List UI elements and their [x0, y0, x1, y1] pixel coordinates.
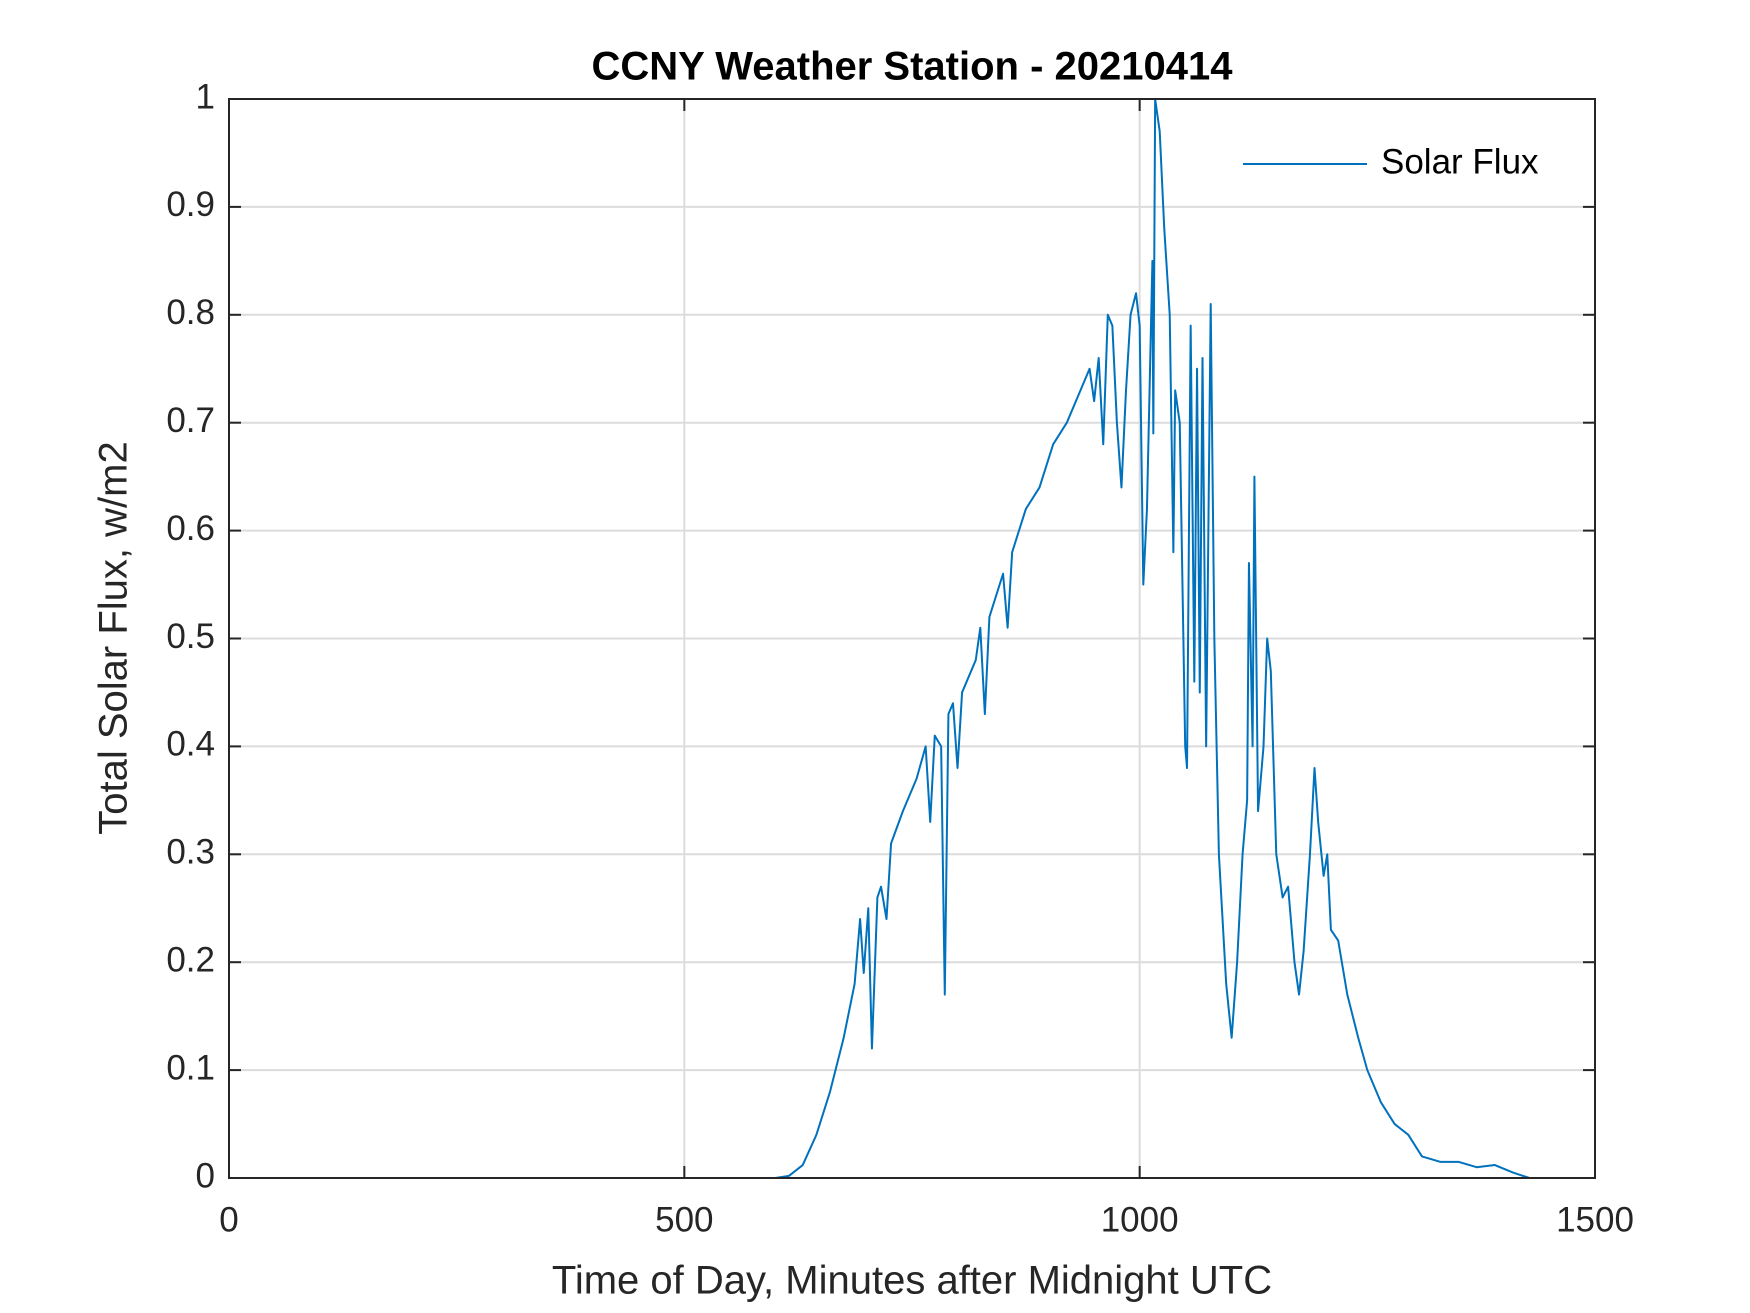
x-tick-label: 0: [219, 1200, 238, 1239]
y-tick-label: 0.1: [166, 1048, 215, 1087]
y-tick-label: 0.9: [166, 185, 215, 224]
y-tick-label: 0.5: [166, 617, 215, 656]
plot-frame: [228, 98, 1596, 1179]
legend-label: Solar Flux: [1381, 142, 1539, 181]
y-axis-label: Total Solar Flux, w/m2: [92, 441, 136, 834]
x-tick-label: 1000: [1101, 1200, 1179, 1239]
y-tick-label: 0.6: [166, 509, 215, 548]
y-tick-label: 1: [196, 77, 215, 116]
x-axis-label: Time of Day, Minutes after Midnight UTC: [552, 1259, 1272, 1303]
x-tick-label: 1500: [1556, 1200, 1634, 1239]
y-tick-label: 0.7: [166, 401, 215, 440]
y-tick-label: 0.4: [166, 725, 215, 764]
y-tick-label: 0.3: [166, 833, 215, 872]
y-tick-label: 0: [196, 1156, 215, 1195]
chart-title: CCNY Weather Station - 20210414: [592, 45, 1234, 89]
x-tick-label: 500: [655, 1200, 713, 1239]
y-tick-label: 0.8: [166, 293, 215, 332]
y-tick-label: 0.2: [166, 940, 215, 979]
